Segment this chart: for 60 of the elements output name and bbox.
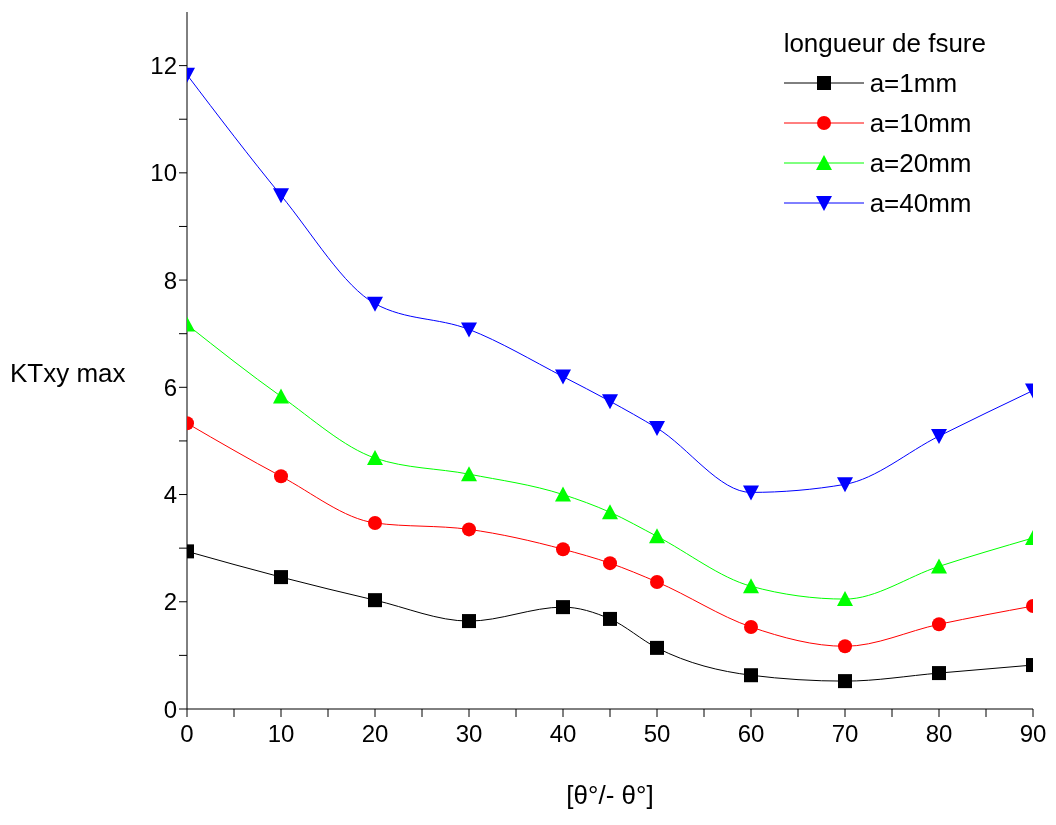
point (273, 188, 289, 204)
point (931, 429, 947, 445)
y-axis-title: KTxy max (10, 358, 126, 389)
point (556, 542, 570, 557)
x-tick-label: 60 (737, 720, 765, 748)
point (932, 617, 946, 632)
legend-title: longueur de fsure (783, 28, 986, 59)
point (274, 469, 288, 484)
point (650, 574, 664, 589)
point (368, 593, 382, 608)
legend-label: a=40mm (869, 187, 972, 219)
point (838, 674, 852, 689)
point (462, 522, 476, 537)
point (273, 388, 289, 404)
x-tick-label: 50 (643, 720, 671, 748)
x-tick-label: 10 (267, 720, 295, 748)
point (649, 421, 665, 437)
point (837, 591, 853, 607)
legend-label: a=20mm (869, 147, 972, 179)
point (556, 600, 570, 615)
point (838, 639, 852, 654)
point (602, 394, 618, 410)
x-tick-label: 90 (1019, 720, 1047, 748)
x-tick-label: 80 (925, 720, 953, 748)
point (367, 450, 383, 466)
y-tick-label: 6 (163, 373, 177, 401)
point (932, 666, 946, 681)
legend-label: a=1mm (869, 67, 958, 99)
point (603, 611, 617, 626)
point (743, 485, 759, 501)
point (274, 570, 288, 585)
point (743, 578, 759, 594)
legend-label: a=10mm (869, 107, 972, 139)
y-tick-label: 2 (163, 588, 177, 616)
y-tick-label: 0 (163, 695, 177, 723)
point (837, 477, 853, 493)
y-tick-label: 12 (150, 52, 177, 80)
point (368, 515, 382, 530)
point (461, 466, 477, 482)
point (744, 668, 758, 683)
point (555, 486, 571, 502)
point (650, 640, 664, 655)
x-tick-label: 0 (180, 720, 194, 748)
y-tick-label: 4 (163, 481, 177, 509)
point (603, 556, 617, 571)
point (462, 614, 476, 629)
point (461, 322, 477, 338)
point (602, 504, 618, 520)
y-tick-label: 10 (150, 159, 177, 187)
point (555, 369, 571, 385)
point (744, 619, 758, 634)
x-tick-label: 30 (455, 720, 483, 748)
point (367, 296, 383, 312)
point (931, 558, 947, 574)
x-axis-title: [θ°/- θ°] (565, 780, 655, 811)
x-tick-label: 40 (549, 720, 577, 748)
point (649, 528, 665, 544)
x-tick-label: 20 (361, 720, 389, 748)
x-tick-label: 70 (831, 720, 859, 748)
y-tick-label: 8 (163, 266, 177, 294)
